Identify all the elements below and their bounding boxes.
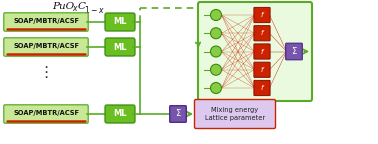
FancyBboxPatch shape: [254, 44, 270, 59]
Circle shape: [211, 64, 222, 75]
FancyBboxPatch shape: [105, 105, 135, 123]
Text: PuO: PuO: [52, 2, 74, 11]
FancyBboxPatch shape: [254, 26, 270, 41]
FancyBboxPatch shape: [254, 62, 270, 77]
Text: Σ: Σ: [291, 47, 297, 56]
FancyBboxPatch shape: [286, 43, 302, 60]
FancyBboxPatch shape: [4, 13, 88, 31]
FancyBboxPatch shape: [4, 105, 88, 123]
Text: ⋮: ⋮: [39, 65, 54, 79]
Text: $x$: $x$: [72, 4, 79, 13]
Text: ML: ML: [113, 42, 127, 52]
FancyBboxPatch shape: [198, 2, 312, 101]
Text: Mixing energy: Mixing energy: [211, 107, 259, 113]
Circle shape: [211, 10, 222, 20]
FancyBboxPatch shape: [170, 106, 186, 122]
Circle shape: [211, 46, 222, 57]
FancyBboxPatch shape: [105, 13, 135, 31]
Text: ML: ML: [113, 18, 127, 26]
FancyBboxPatch shape: [254, 80, 270, 96]
Text: f: f: [261, 85, 263, 91]
Text: ML: ML: [113, 109, 127, 119]
Text: f: f: [261, 49, 263, 54]
FancyBboxPatch shape: [254, 7, 270, 23]
Text: Σ: Σ: [175, 109, 181, 119]
Circle shape: [211, 83, 222, 93]
Text: f: f: [261, 30, 263, 36]
Text: Lattice parameter: Lattice parameter: [205, 115, 265, 121]
Text: f: f: [261, 12, 263, 18]
Text: C: C: [78, 2, 86, 11]
Text: SOAP/MBTR/ACSF: SOAP/MBTR/ACSF: [13, 43, 79, 49]
FancyBboxPatch shape: [195, 100, 276, 128]
Text: f: f: [261, 67, 263, 73]
FancyBboxPatch shape: [105, 38, 135, 56]
Circle shape: [211, 28, 222, 39]
Text: SOAP/MBTR/ACSF: SOAP/MBTR/ACSF: [13, 18, 79, 24]
Text: $1-x$: $1-x$: [84, 4, 105, 15]
Text: SOAP/MBTR/ACSF: SOAP/MBTR/ACSF: [13, 110, 79, 116]
FancyBboxPatch shape: [4, 38, 88, 56]
